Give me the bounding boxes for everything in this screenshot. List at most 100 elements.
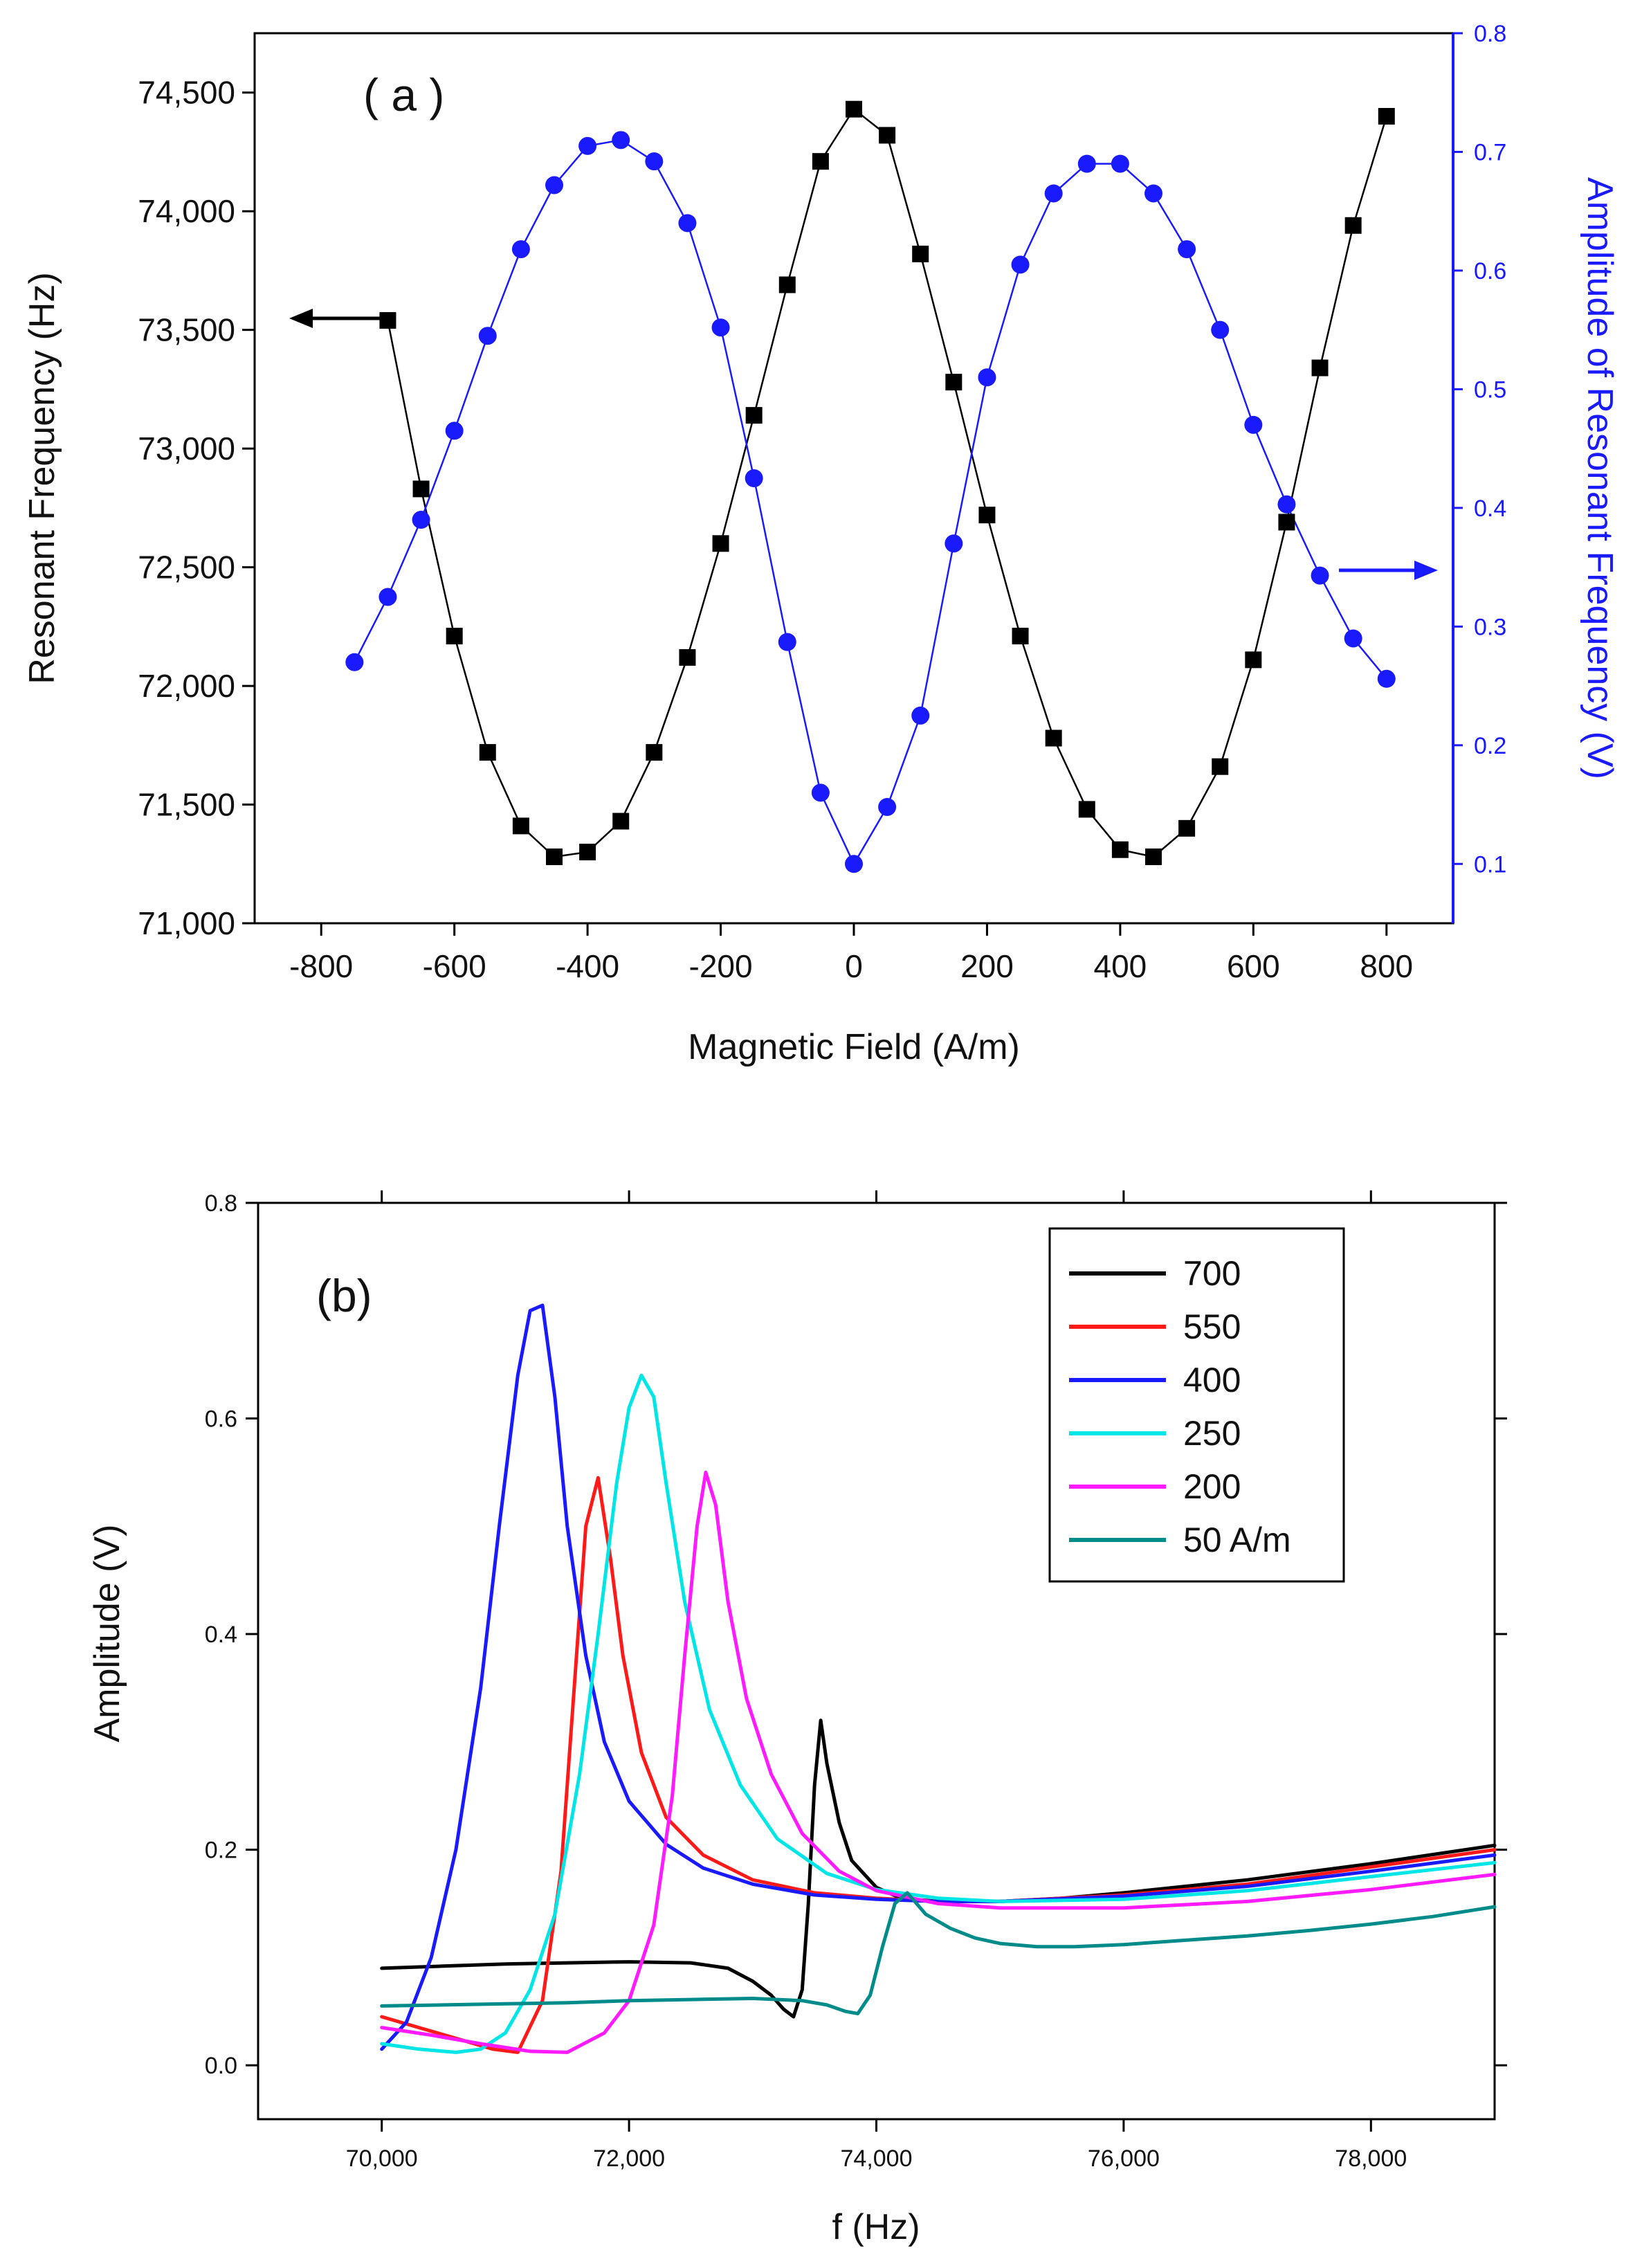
x-tick-label: -200 (689, 948, 753, 984)
amplitude-data-point (345, 653, 364, 671)
y2-tick-label: 0.4 (1474, 496, 1506, 522)
legend-items: 700 550 400 250 200 50 A/m (1069, 1254, 1291, 1559)
amplitude-data-point (1178, 240, 1196, 259)
amplitude-data-point (1044, 184, 1063, 203)
x-tick-label: -800 (289, 948, 353, 984)
amplitude-data-point (945, 534, 963, 553)
x-tick-label: 200 (960, 948, 1014, 984)
x-tick-label: -400 (556, 948, 619, 984)
amplitude-data-point (1144, 184, 1162, 203)
legend-box (1048, 1227, 1345, 1583)
legend-label: 200 (1183, 1467, 1241, 1506)
frequency-data-point (846, 100, 862, 118)
panel-a-y-axis-title: Resonant Frequency (Hz) (22, 272, 62, 684)
legend-label: 550 (1183, 1307, 1241, 1346)
y-tick-label: 71,500 (138, 787, 235, 823)
amplitude-data-point (612, 131, 630, 149)
amplitude-data-point (378, 588, 397, 606)
amplitude-data-point (878, 797, 897, 816)
x-tick-label: 76,000 (1088, 2145, 1160, 2172)
amplitude-data-point (1211, 320, 1230, 339)
amplitude-data-point (445, 421, 464, 440)
frequency-data-point (612, 813, 630, 830)
x-tick-label: 70,000 (346, 2145, 418, 2172)
amplitude-data-point (978, 368, 996, 387)
panel-b-y-axis-title: Amplitude (V) (87, 1525, 127, 1743)
amplitude-data-point (478, 327, 497, 345)
amplitude-data-point (645, 152, 664, 171)
amplitude-data-point (1377, 669, 1396, 688)
x-tick-label: 74,000 (841, 2145, 913, 2172)
frequency-data-point (945, 374, 963, 391)
frequency-data-point (512, 817, 529, 835)
panel-a-lines (354, 107, 1387, 866)
y2-tick-label: 0.1 (1474, 851, 1506, 878)
amplitude-data-point (1344, 629, 1362, 648)
y-tick-label: 73,500 (138, 312, 235, 348)
frequency-data-point (446, 628, 463, 645)
legend-label: 50 A/m (1183, 1521, 1291, 1559)
frequency-data-point (579, 844, 596, 861)
y2-tick-label: 0.3 (1474, 614, 1506, 640)
x-tick-label: 600 (1227, 948, 1280, 984)
panel-b-x-ticks: 70,000 72,000 74,000 76,000 78,000 (346, 1190, 1407, 2172)
y2-tick-label: 0.7 (1474, 139, 1506, 165)
amplitude-data-point (578, 136, 597, 155)
y-tick-label: 0.0 (205, 2053, 237, 2079)
amplitude-data-point (1011, 255, 1030, 274)
frequency-data-point (978, 507, 996, 524)
frequency-data-point (1245, 651, 1262, 669)
amplitude-data-point (711, 318, 730, 337)
legend-label: 700 (1183, 1254, 1241, 1293)
y-tick-label: 74,000 (138, 193, 235, 229)
amplitude-data-point (811, 783, 830, 802)
amplitude-data-point (1077, 154, 1096, 173)
x-tick-label: 78,000 (1335, 2145, 1407, 2172)
amplitude-data-point (911, 706, 930, 725)
y-tick-label: 72,000 (138, 668, 235, 704)
amplitude-data-point (1277, 495, 1296, 514)
frequency-data-point (879, 127, 896, 144)
frequency-data-point (745, 407, 763, 424)
panel-a-y-ticks: 71,000 71,500 72,000 72,500 73,000 73,500 74,0… (138, 75, 255, 941)
legend-label: 400 (1183, 1361, 1241, 1399)
x-tick-label: 400 (1094, 948, 1147, 984)
amplitude-data-point (678, 214, 697, 233)
amplitude-data-point (1111, 154, 1129, 173)
amplitude-series-line (354, 138, 1387, 866)
panel-a-chart: -800 -600 -400 -200 0 200 400 600 800 71,000 71,5… (22, 21, 1620, 1067)
frequency-data-point (1111, 841, 1129, 858)
frequency-data-point (1045, 729, 1062, 747)
amplitude-data-point (1311, 566, 1329, 585)
panel-a-markers (345, 100, 1396, 873)
series-line-50-a-m (380, 1891, 1497, 2015)
right-axis-arrow-annotation (1339, 561, 1438, 580)
amplitude-data-point (545, 176, 563, 194)
panel-a-x-ticks: -800 -600 -400 -200 0 200 400 600 800 (289, 923, 1413, 984)
frequency-data-point (479, 744, 496, 761)
panel-a-frame (253, 32, 1454, 925)
series-line-250 (380, 1373, 1497, 2054)
panel-b-y-ticks: 0.0 0.2 0.4 0.6 0.8 (205, 1190, 1507, 2079)
amplitude-data-point (511, 240, 530, 259)
frequency-data-point (412, 480, 430, 498)
y2-tick-label: 0.5 (1474, 377, 1506, 403)
y-tick-label: 0.8 (205, 1190, 237, 1217)
series-line-200 (380, 1470, 1497, 2054)
frequency-data-point (1078, 801, 1095, 818)
panel-a-x-axis-title: Magnetic Field (A/m) (688, 1027, 1020, 1067)
y-tick-label: 0.4 (205, 1622, 237, 1648)
panel-b-lines (380, 1303, 1497, 2054)
y2-tick-label: 0.6 (1474, 258, 1506, 284)
series-line-700 (380, 1718, 1497, 2019)
panel-b-label: (b) (316, 1270, 372, 1321)
frequency-data-point (1344, 217, 1362, 234)
y-tick-label: 73,000 (138, 430, 235, 466)
y-tick-label: 0.6 (205, 1406, 237, 1433)
panel-a-y2-ticks: 0.1 0.2 0.3 0.4 0.5 0.6 0.7 0.8 (1453, 21, 1506, 878)
y2-tick-label: 0.2 (1474, 733, 1506, 759)
x-tick-label: -600 (423, 948, 486, 984)
frequency-data-point (1212, 758, 1229, 775)
frequency-series-line (387, 107, 1387, 858)
